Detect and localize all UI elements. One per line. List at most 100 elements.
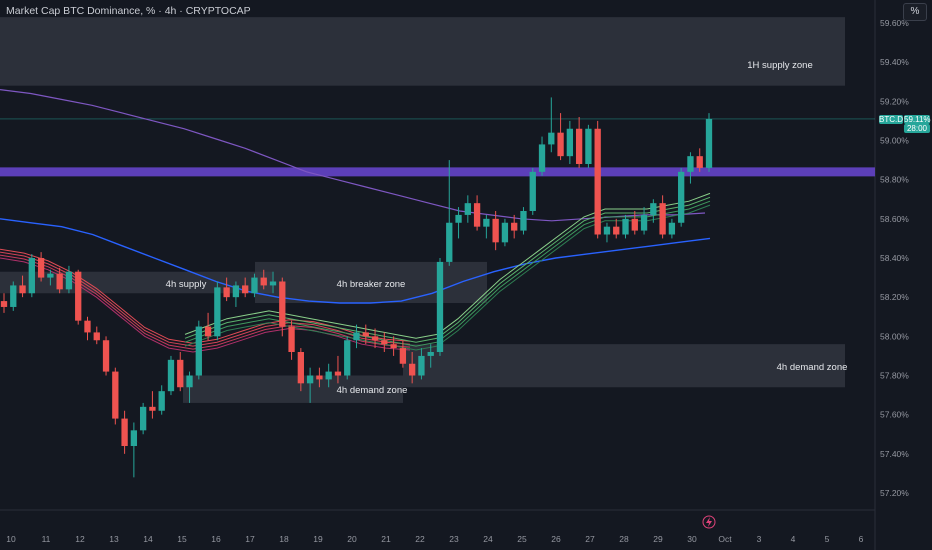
time-tick-label: 24 xyxy=(483,534,493,544)
candle-body[interactable] xyxy=(223,287,230,298)
candle-body[interactable] xyxy=(344,340,351,376)
candle-body[interactable] xyxy=(668,222,676,235)
price-tick-label: 59.00% xyxy=(880,136,909,146)
zone-box[interactable] xyxy=(403,344,845,388)
candle-body[interactable] xyxy=(260,277,267,286)
candle-body[interactable] xyxy=(678,171,685,223)
candle-body[interactable] xyxy=(548,132,555,145)
candle-body[interactable] xyxy=(390,344,397,349)
candle-body[interactable] xyxy=(65,271,73,290)
candle-body[interactable] xyxy=(56,273,63,290)
percent-scale-button[interactable]: % xyxy=(903,3,927,21)
candle-body[interactable] xyxy=(575,128,583,164)
candle-body[interactable] xyxy=(659,203,666,235)
price-badge-symbol: BTC.D xyxy=(879,115,903,124)
candle-body[interactable] xyxy=(381,340,388,345)
candle-body[interactable] xyxy=(334,371,342,376)
candle-body[interactable] xyxy=(436,261,444,352)
time-tick-label: 30 xyxy=(687,534,697,544)
zone-box[interactable] xyxy=(0,17,845,86)
candle-body[interactable] xyxy=(501,222,509,243)
candle-body[interactable] xyxy=(0,301,8,307)
candle-body[interactable] xyxy=(195,326,202,376)
candle-body[interactable] xyxy=(84,320,91,333)
candle-body[interactable] xyxy=(297,352,304,384)
candle-body[interactable] xyxy=(631,218,638,231)
candle-body[interactable] xyxy=(427,352,434,356)
candle-body[interactable] xyxy=(139,406,147,431)
candle-body[interactable] xyxy=(325,371,332,380)
candle-body[interactable] xyxy=(483,218,490,227)
time-tick-label: 5 xyxy=(825,534,830,544)
time-tick-label: 20 xyxy=(347,534,357,544)
candle-body[interactable] xyxy=(158,391,165,411)
candle-body[interactable] xyxy=(492,218,499,243)
candle-body[interactable] xyxy=(650,203,657,215)
candle-body[interactable] xyxy=(242,285,249,294)
candle-body[interactable] xyxy=(75,271,82,321)
candle-body[interactable] xyxy=(28,258,35,294)
candle-body[interactable] xyxy=(47,273,54,278)
candle-body[interactable] xyxy=(362,332,369,337)
candle-body[interactable] xyxy=(10,285,17,307)
candle-body[interactable] xyxy=(93,332,100,341)
candle-body[interactable] xyxy=(603,226,611,235)
candle-body[interactable] xyxy=(251,277,258,294)
candle-body[interactable] xyxy=(316,375,323,380)
candle-body[interactable] xyxy=(232,285,240,298)
candle-body[interactable] xyxy=(622,218,629,235)
candle-body[interactable] xyxy=(585,128,592,164)
candle-body[interactable] xyxy=(511,222,518,231)
candle-body[interactable] xyxy=(705,118,713,168)
candle-body[interactable] xyxy=(446,222,453,262)
candle-body[interactable] xyxy=(214,287,221,337)
candle-body[interactable] xyxy=(112,371,119,419)
candle-body[interactable] xyxy=(121,418,128,446)
candle-body[interactable] xyxy=(455,214,462,223)
candle-body[interactable] xyxy=(566,128,574,157)
candle-body[interactable] xyxy=(130,430,138,446)
zone-box[interactable] xyxy=(255,261,487,304)
alert-icon[interactable] xyxy=(702,515,716,529)
candle-body[interactable] xyxy=(288,326,295,352)
candle-body[interactable] xyxy=(19,285,26,294)
candle-body[interactable] xyxy=(520,211,527,231)
candle-body[interactable] xyxy=(177,359,184,388)
candle-body[interactable] xyxy=(613,226,620,235)
time-axis: 10 11 12 13 14 15 16 17 18 19 20 21 22 23 24 25 26 27 28 29… xyxy=(6,534,863,544)
candle-body[interactable] xyxy=(371,336,379,341)
candle-body[interactable] xyxy=(37,258,45,278)
time-tick-label: 22 xyxy=(415,534,425,544)
candle-body[interactable] xyxy=(538,144,546,172)
candle-body[interactable] xyxy=(204,326,212,337)
candle-body[interactable] xyxy=(409,363,416,376)
candle-body[interactable] xyxy=(102,340,110,372)
candle-body[interactable] xyxy=(306,375,314,384)
time-tick-label: 12 xyxy=(75,534,85,544)
time-tick-label: 15 xyxy=(177,534,187,544)
candle-body[interactable] xyxy=(149,406,156,411)
candle-body[interactable] xyxy=(353,332,360,341)
candle-body[interactable] xyxy=(399,348,407,364)
candle-body[interactable] xyxy=(687,156,694,172)
candle-body[interactable] xyxy=(473,203,481,227)
time-tick-label: 26 xyxy=(551,534,561,544)
candle-body[interactable] xyxy=(464,203,471,215)
candle-body[interactable] xyxy=(557,132,564,157)
zone-box[interactable] xyxy=(183,375,403,403)
candle-body[interactable] xyxy=(594,128,601,235)
candle-body[interactable] xyxy=(696,156,703,168)
candle-body[interactable] xyxy=(279,281,286,327)
candle-body[interactable] xyxy=(186,375,193,388)
ribbon-green-line xyxy=(184,196,711,343)
time-tick-label: 25 xyxy=(517,534,527,544)
candle-body[interactable] xyxy=(529,171,536,211)
candle-body[interactable] xyxy=(167,359,175,392)
candle-body[interactable] xyxy=(269,281,277,286)
candle-body[interactable] xyxy=(640,214,648,231)
time-tick-label: 16 xyxy=(211,534,221,544)
price-badge-countdown: 28:00 xyxy=(904,124,930,133)
candle-body[interactable] xyxy=(418,355,425,376)
